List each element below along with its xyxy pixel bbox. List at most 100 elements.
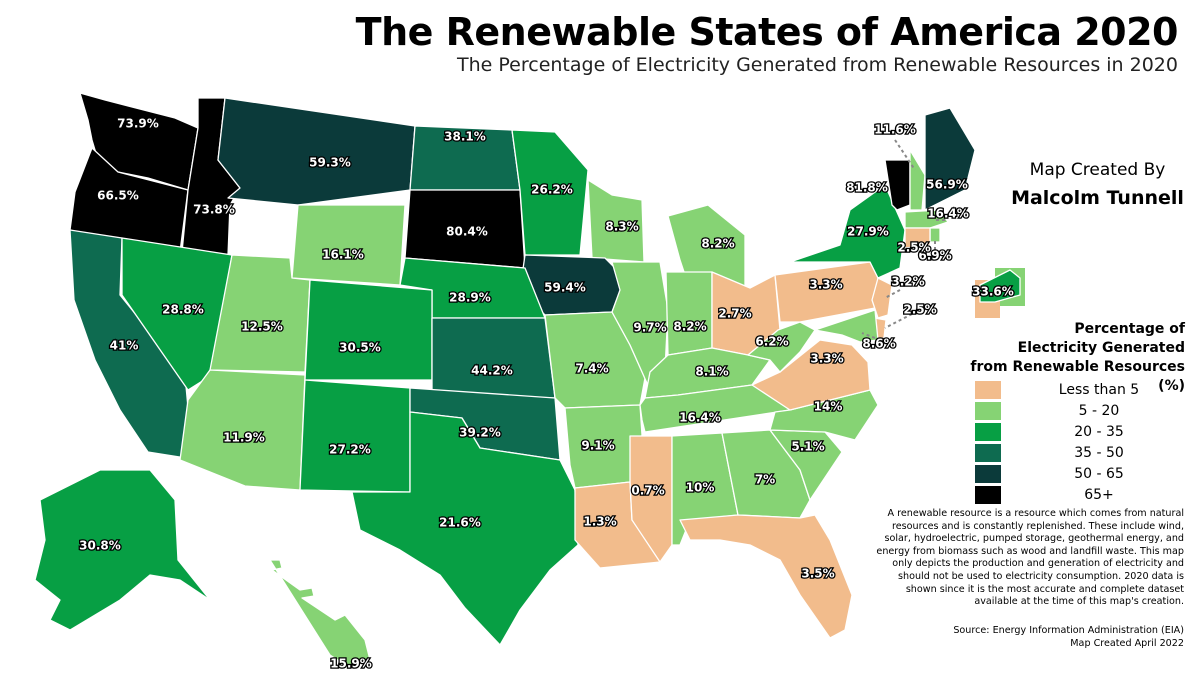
state-label-utah: 12.5%: [241, 320, 283, 334]
state-label-indiana: 8.2%: [673, 320, 706, 334]
state-label-kansas: 44.2%: [471, 364, 513, 378]
state-labels-layer: 73.9% 66.5% 73.8% 59.3% 38.1% 80.4% 16.1% 26.2%…: [78, 115, 1015, 672]
state-label-ohio: 2.7%: [718, 307, 751, 321]
state-texas: [351, 411, 579, 646]
state-label-oregon: 66.5%: [97, 189, 139, 203]
state-label-nevada: 28.8%: [162, 303, 204, 317]
state-label-georgia: 7%: [755, 473, 775, 487]
state-label-new-jersey: 3.2%: [891, 275, 924, 289]
legend-label: Less than 5: [1058, 382, 1140, 398]
state-label-tennessee: 16.4%: [679, 411, 721, 425]
state-label-missouri: 7.4%: [575, 362, 608, 376]
state-label-new-mexico: 27.2%: [329, 443, 371, 457]
legend-swatch: [975, 444, 1001, 462]
legend-item-50-65: 50 - 65: [975, 464, 1185, 484]
state-label-arizona: 11.9%: [223, 431, 265, 445]
state-west-virginia: [747, 321, 816, 373]
state-alaska: [34, 469, 211, 631]
state-north-carolina: [769, 389, 879, 441]
state-connecticut: [904, 227, 931, 249]
source-note: Source: Energy Information Administratio…: [866, 625, 1184, 650]
leader-delaware: [884, 313, 913, 329]
state-label-texas: 21.6%: [439, 516, 481, 530]
state-label-kentucky: 8.1%: [695, 365, 728, 379]
legend-label: 50 - 65: [1074, 466, 1124, 482]
legend-label: 35 - 50: [1074, 445, 1124, 461]
state-label-vermont: 81.8%: [846, 181, 888, 195]
state-label-massachusetts: 16.4%: [927, 207, 969, 221]
state-label-delaware: 2.5%: [903, 303, 936, 317]
state-montana: [217, 97, 416, 206]
state-label-south-dakota: 80.4%: [446, 225, 488, 239]
legend-label: 65+: [1084, 487, 1114, 503]
state-new-jersey: [871, 277, 893, 319]
state-label-new-hampshire: 11.6%: [874, 123, 916, 137]
state-label-north-dakota: 38.1%: [444, 130, 486, 144]
state-indiana: [665, 271, 713, 356]
state-label-district-of-columbia: 33.6%: [972, 285, 1014, 299]
state-district-of-columbia: [979, 269, 1021, 303]
state-maine: [924, 107, 976, 211]
state-label-alaska: 30.8%: [79, 539, 121, 553]
state-virginia: [751, 339, 871, 411]
legend-item-less-than-5: Less than 5: [975, 380, 1185, 400]
legend-title: Percentage of Electricity Generated from…: [970, 321, 1185, 394]
state-label-louisiana: 1.3%: [583, 515, 616, 529]
state-label-west-virginia: 6.2%: [755, 335, 788, 349]
state-wyoming: [291, 204, 406, 286]
state-label-california: 41%: [110, 339, 139, 353]
state-label-maryland: 8.6%: [862, 337, 895, 351]
legend-swatch: [975, 402, 1001, 420]
legend-item-35-50: 35 - 50: [975, 443, 1185, 463]
leader-new-jersey: [884, 289, 901, 299]
legend-label: 20 - 35: [1074, 424, 1124, 440]
state-label-nebraska: 28.9%: [449, 291, 491, 305]
state-label-iowa: 59.4%: [544, 281, 586, 295]
credit-caption: Map Created By: [1029, 160, 1166, 180]
state-florida: [679, 514, 853, 639]
state-label-washington: 73.9%: [117, 117, 159, 131]
map-subtitle: The Percentage of Electricity Generated …: [457, 54, 1178, 76]
legend-item-20-35: 20 - 35: [975, 422, 1185, 442]
leader-lines: [861, 139, 945, 339]
state-label-rhode-island: 6.9%: [918, 249, 951, 263]
state-nevada: [121, 237, 233, 391]
state-new-mexico: [299, 379, 411, 493]
state-label-hawaii: 15.9%: [330, 657, 372, 671]
state-arizona: [179, 369, 306, 491]
state-label-connecticut: 2.5%: [897, 241, 930, 255]
created-line: Map Created April 2022: [1070, 637, 1184, 649]
state-label-idaho: 73.8%: [193, 203, 235, 217]
legend-label: 5 - 20: [1078, 403, 1120, 419]
state-label-north-carolina: 14%: [814, 400, 843, 414]
state-pennsylvania: [774, 261, 879, 323]
state-hawaii: [269, 559, 371, 669]
state-vermont: [884, 159, 911, 211]
state-label-maine: 56.9%: [926, 178, 968, 192]
state-label-new-york: 27.9%: [847, 225, 889, 239]
legend-swatch: [975, 465, 1001, 483]
state-label-michigan: 8.2%: [701, 237, 734, 251]
state-label-mississippi: 0.7%: [631, 484, 664, 498]
state-new-hampshire: [909, 149, 926, 211]
state-colorado: [304, 279, 433, 381]
state-minnesota: [511, 129, 589, 256]
legend-swatch: [975, 423, 1001, 441]
state-massachusetts: [904, 209, 949, 229]
state-label-montana: 59.3%: [309, 156, 351, 170]
state-label-colorado: 30.5%: [339, 341, 381, 355]
legend-swatch: [975, 381, 1001, 399]
map-title: The Renewable States of America 2020: [355, 10, 1179, 54]
state-label-virginia: 3.3%: [810, 352, 843, 366]
state-label-illinois: 9.7%: [633, 321, 666, 335]
leader-new-hampshire: [894, 139, 916, 171]
legend-swatch: [975, 486, 1001, 504]
state-rhode-island: [929, 227, 941, 243]
state-label-oklahoma: 39.2%: [459, 426, 501, 440]
state-wisconsin: [587, 179, 645, 263]
state-label-pennsylvania: 3.3%: [809, 278, 842, 292]
state-label-minnesota: 26.2%: [531, 183, 573, 197]
definition-note: A renewable resource is a resource which…: [876, 508, 1184, 608]
